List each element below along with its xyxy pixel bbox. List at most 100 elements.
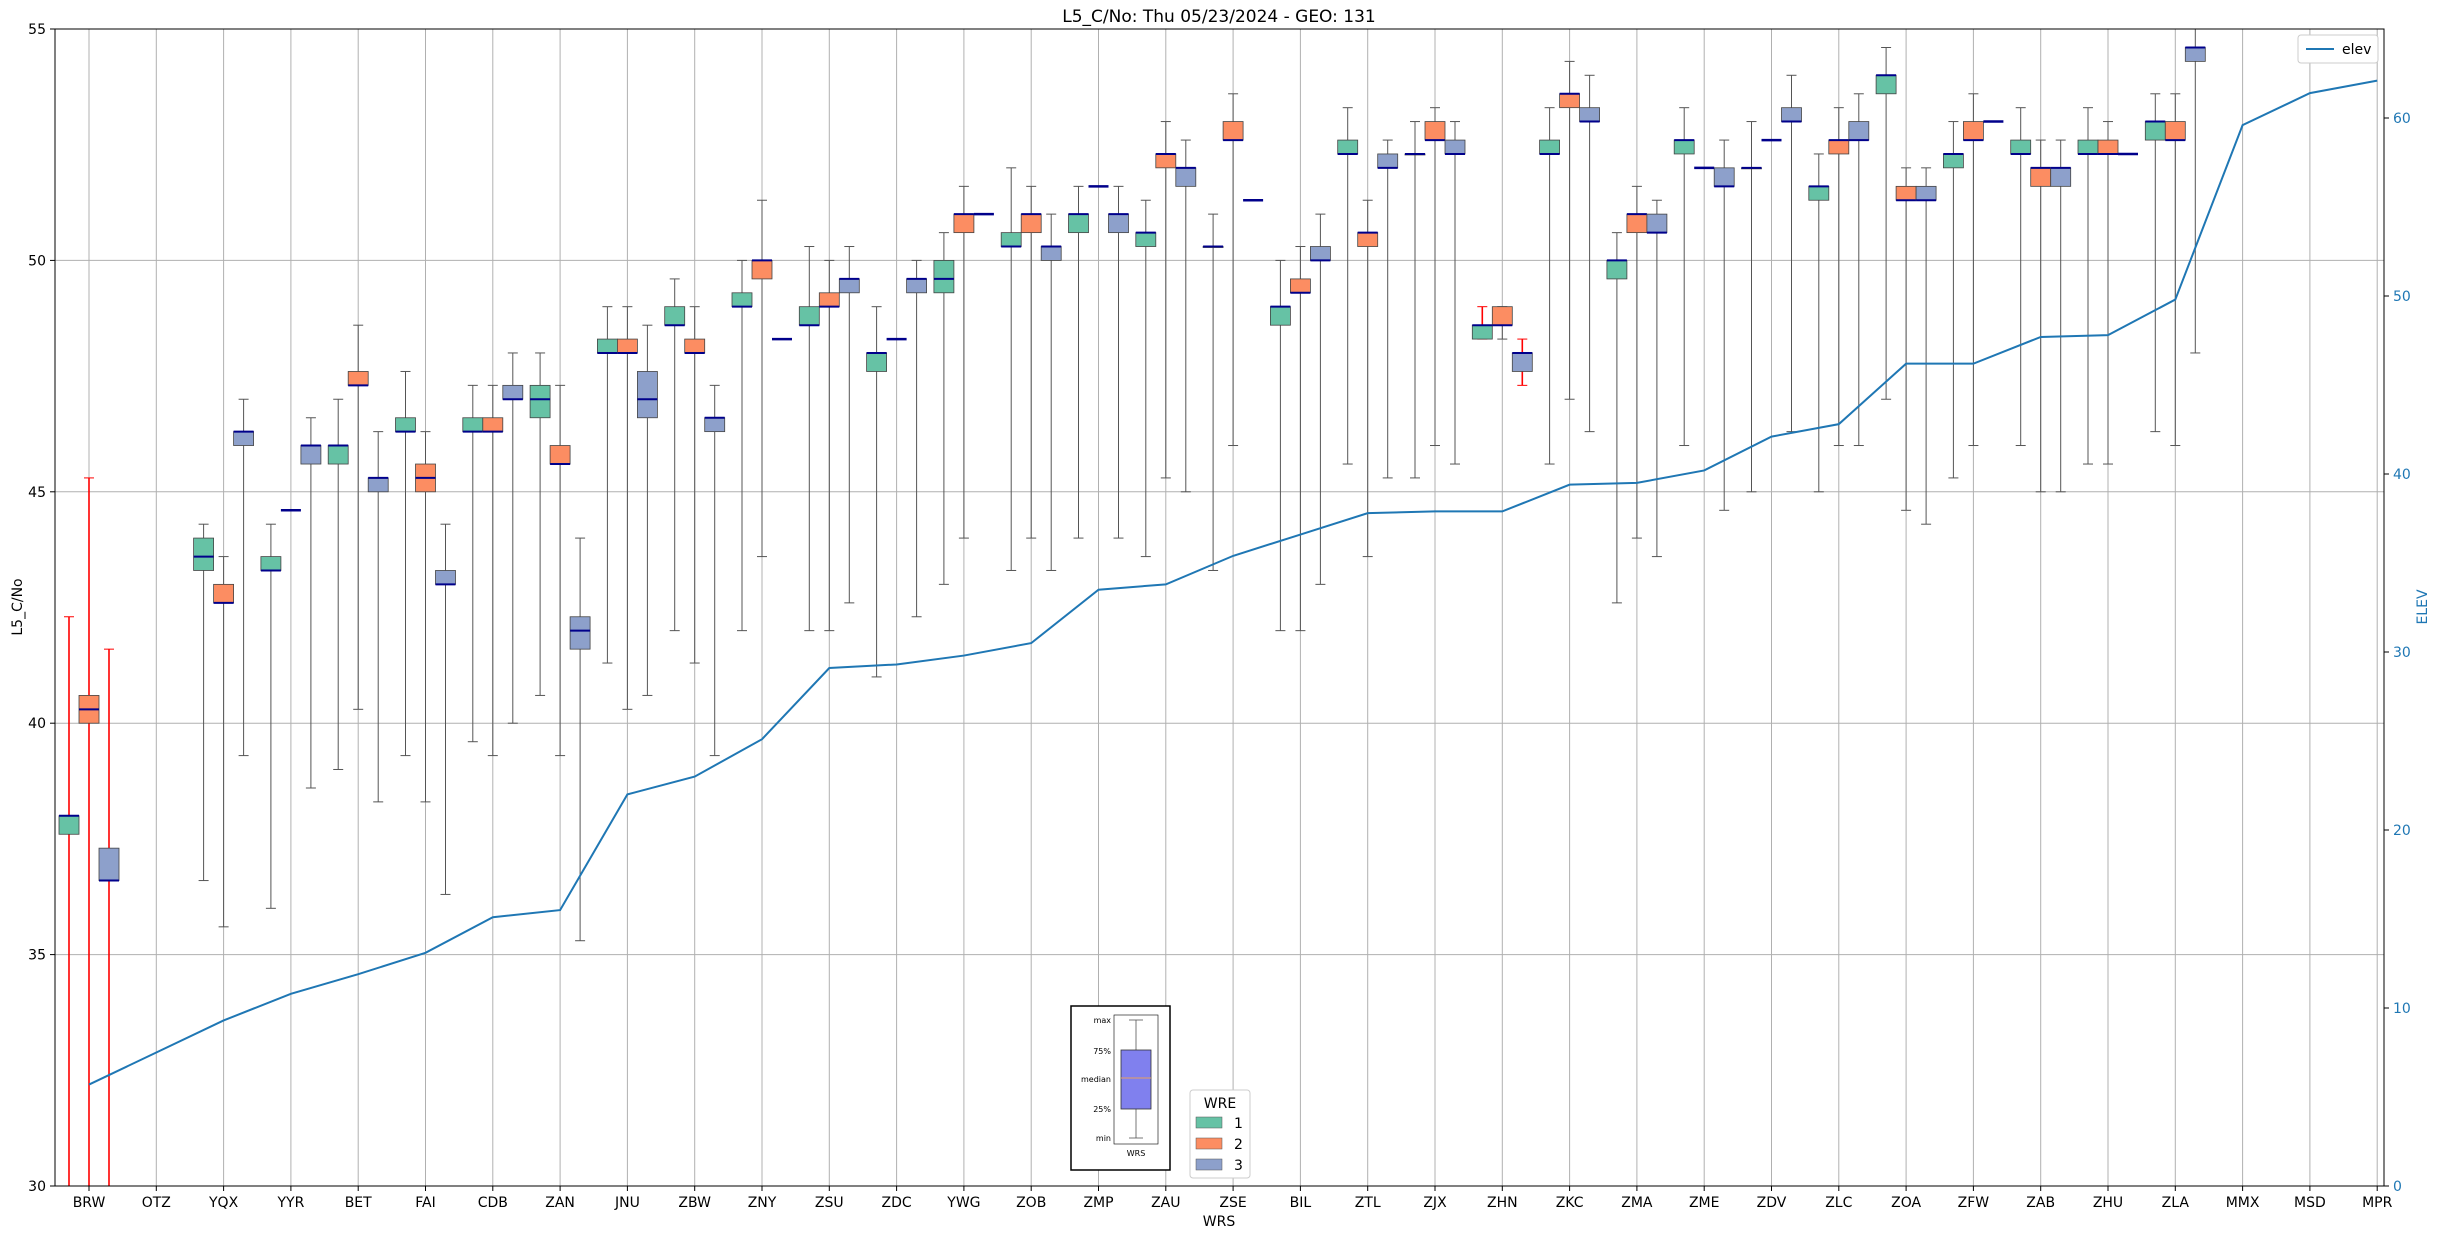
box-wre1-BRW: [58, 815, 80, 835]
box-wre2-ZFW: [1963, 121, 1984, 141]
boxplot-key-inset: max 75% median 25% min WRS: [1070, 1005, 1171, 1171]
box-wre2-BIL: [1290, 278, 1311, 294]
box-wre2-YQX: [213, 583, 235, 604]
box-wre2-ZHN: [1491, 306, 1513, 326]
box-wre3-ZME: [1713, 167, 1735, 187]
inset-xlabel: WRS: [1127, 1149, 1146, 1158]
x-tick-label-YQX: YQX: [208, 1195, 239, 1211]
box-wre2-ZLC: [1828, 139, 1850, 155]
wre-legend-swatch-2: [1195, 1137, 1223, 1150]
box-wre2-ZAU: [1155, 153, 1177, 169]
box-wre3-ZAN: [569, 616, 591, 650]
box-wre1-YWG: [933, 259, 955, 294]
box-wre1-ZSU: [798, 306, 820, 326]
x-tick-label-ZFW: ZFW: [1958, 1195, 1990, 1211]
y2-tick-label-40: 40: [2393, 467, 2411, 483]
box-wre1-ZOB: [1000, 232, 1022, 247]
box-wre2-ZNY: [751, 259, 773, 280]
plot-frame: [54, 28, 2385, 1187]
box-wre1-CDB: [462, 417, 484, 433]
x-tick-label-ZJX: ZJX: [1423, 1195, 1447, 1211]
box-wre2-YWG: [953, 213, 975, 234]
wre-legend-title: WRE: [1204, 1096, 1236, 1112]
wre-legend-swatch-3: [1195, 1158, 1223, 1171]
wre-legend-label-3: 3: [1234, 1158, 1243, 1174]
inset-axes: [1113, 1014, 1159, 1145]
inset-frame: [1070, 1005, 1171, 1171]
y-tick-label-45: 45: [28, 485, 46, 501]
y2-tick-label-20: 20: [2393, 823, 2411, 839]
box-wre1-ZOA: [1875, 74, 1897, 95]
box-wre1-ZHN: [1471, 324, 1493, 340]
x-tick-label-ZTL: ZTL: [1355, 1195, 1381, 1211]
chart-title: L5_C/No: Thu 05/23/2024 - GEO: 131: [1062, 7, 1375, 27]
box-wre1-YYR: [260, 556, 282, 571]
y2-tick-label-30: 30: [2393, 645, 2411, 661]
x-tick-label-ZDC: ZDC: [882, 1195, 912, 1211]
box-wre2-ZHU: [2097, 139, 2119, 155]
x-tick-label-ZKC: ZKC: [1556, 1195, 1584, 1211]
x-tick-label-ZAU: ZAU: [1151, 1195, 1180, 1211]
wre-legend-label-1: 1: [1234, 1116, 1243, 1132]
x-axis-label: WRS: [1203, 1214, 1236, 1230]
x-tick-label-ZDV: ZDV: [1757, 1195, 1787, 1211]
x-tick-label-CDB: CDB: [478, 1195, 508, 1211]
x-tick-label-BIL: BIL: [1290, 1195, 1312, 1211]
x-tick-label-ZHU: ZHU: [2093, 1195, 2123, 1211]
y-axis-right: 0 10 20 30 40 50 60: [2384, 111, 2411, 1195]
box-wre2-ZTL: [1357, 232, 1379, 247]
box-wre1-ZAB: [2010, 139, 2032, 155]
x-axis: BRW OTZ YQX YYR BET FAI CDB ZAN JNU ZBW ZNY ZSU ZDC Y…: [73, 1186, 2393, 1211]
box-wre3-FAI: [435, 570, 456, 585]
box-wre2-ZKC: [1559, 93, 1580, 109]
box-wre3-ZMP: [1108, 213, 1129, 234]
box-wre3-ZAU: [1175, 167, 1197, 187]
x-tick-label-ZOA: ZOA: [1891, 1195, 1921, 1211]
x-tick-label-JNU: JNU: [614, 1195, 640, 1211]
box-wre3-ZLC: [1848, 121, 1870, 141]
box-wre2-ZSE: [1222, 121, 1244, 141]
y-tick-label-30: 30: [28, 1179, 46, 1195]
box-wre3-ZOA: [1915, 185, 1937, 201]
box-wre2-CDB: [482, 417, 504, 433]
x-tick-label-ZBW: ZBW: [678, 1195, 711, 1211]
box-wre1-ZMA: [1606, 259, 1628, 280]
x-tick-label-ZME: ZME: [1689, 1195, 1720, 1211]
box-wre1-JNU: [597, 338, 618, 354]
y2-tick-label-50: 50: [2393, 289, 2411, 305]
x-tick-label-FAI: FAI: [415, 1195, 435, 1211]
box-wre3-ZDC: [906, 278, 927, 294]
x-tick-label-MMX: MMX: [2226, 1195, 2260, 1211]
box-wre1-FAI: [395, 417, 416, 433]
box-wre1-ZBW: [664, 306, 686, 326]
x-tick-label-ZMA: ZMA: [1621, 1195, 1653, 1211]
y2-tick-label-0: 0: [2393, 1179, 2402, 1195]
box-wre3-ZMA: [1646, 213, 1668, 234]
box-wre3-ZTL: [1377, 153, 1399, 169]
x-tick-label-YYR: YYR: [276, 1195, 304, 1211]
x-tick-label-ZHN: ZHN: [1487, 1195, 1518, 1211]
box-wre2-ZLA: [2164, 121, 2186, 141]
box-wre1-ZAN: [529, 384, 551, 419]
box-wre1-ZNY: [731, 292, 753, 308]
x-tick-label-BRW: BRW: [73, 1195, 106, 1211]
x-tick-label-ZNY: ZNY: [748, 1195, 777, 1211]
elev-line-group: [88, 79, 2378, 1086]
box-wre2-BET: [347, 371, 369, 386]
box-wre1-ZFW: [1943, 153, 1964, 169]
inset-label-median: median: [1081, 1075, 1111, 1084]
x-tick-label-ZSE: ZSE: [1219, 1195, 1246, 1211]
box-wre3-ZLA: [2184, 47, 2206, 62]
y2-tick-label-10: 10: [2393, 1001, 2411, 1017]
box-wre2-JNU: [617, 338, 638, 354]
box-wre1-ZLA: [2144, 121, 2166, 141]
y-axis-left: 30 35 40 45 50 55: [28, 22, 55, 1195]
box-wre3-ZAB: [2050, 167, 2072, 187]
y-tick-label-40: 40: [28, 716, 46, 732]
box-wre3-ZDV: [1781, 107, 1802, 122]
box-wre1-ZHU: [2077, 139, 2099, 155]
inset-label-q1: 25%: [1093, 1105, 1111, 1114]
wre-legend-swatch-1: [1195, 1116, 1223, 1129]
box-wre3-JNU: [637, 371, 658, 419]
